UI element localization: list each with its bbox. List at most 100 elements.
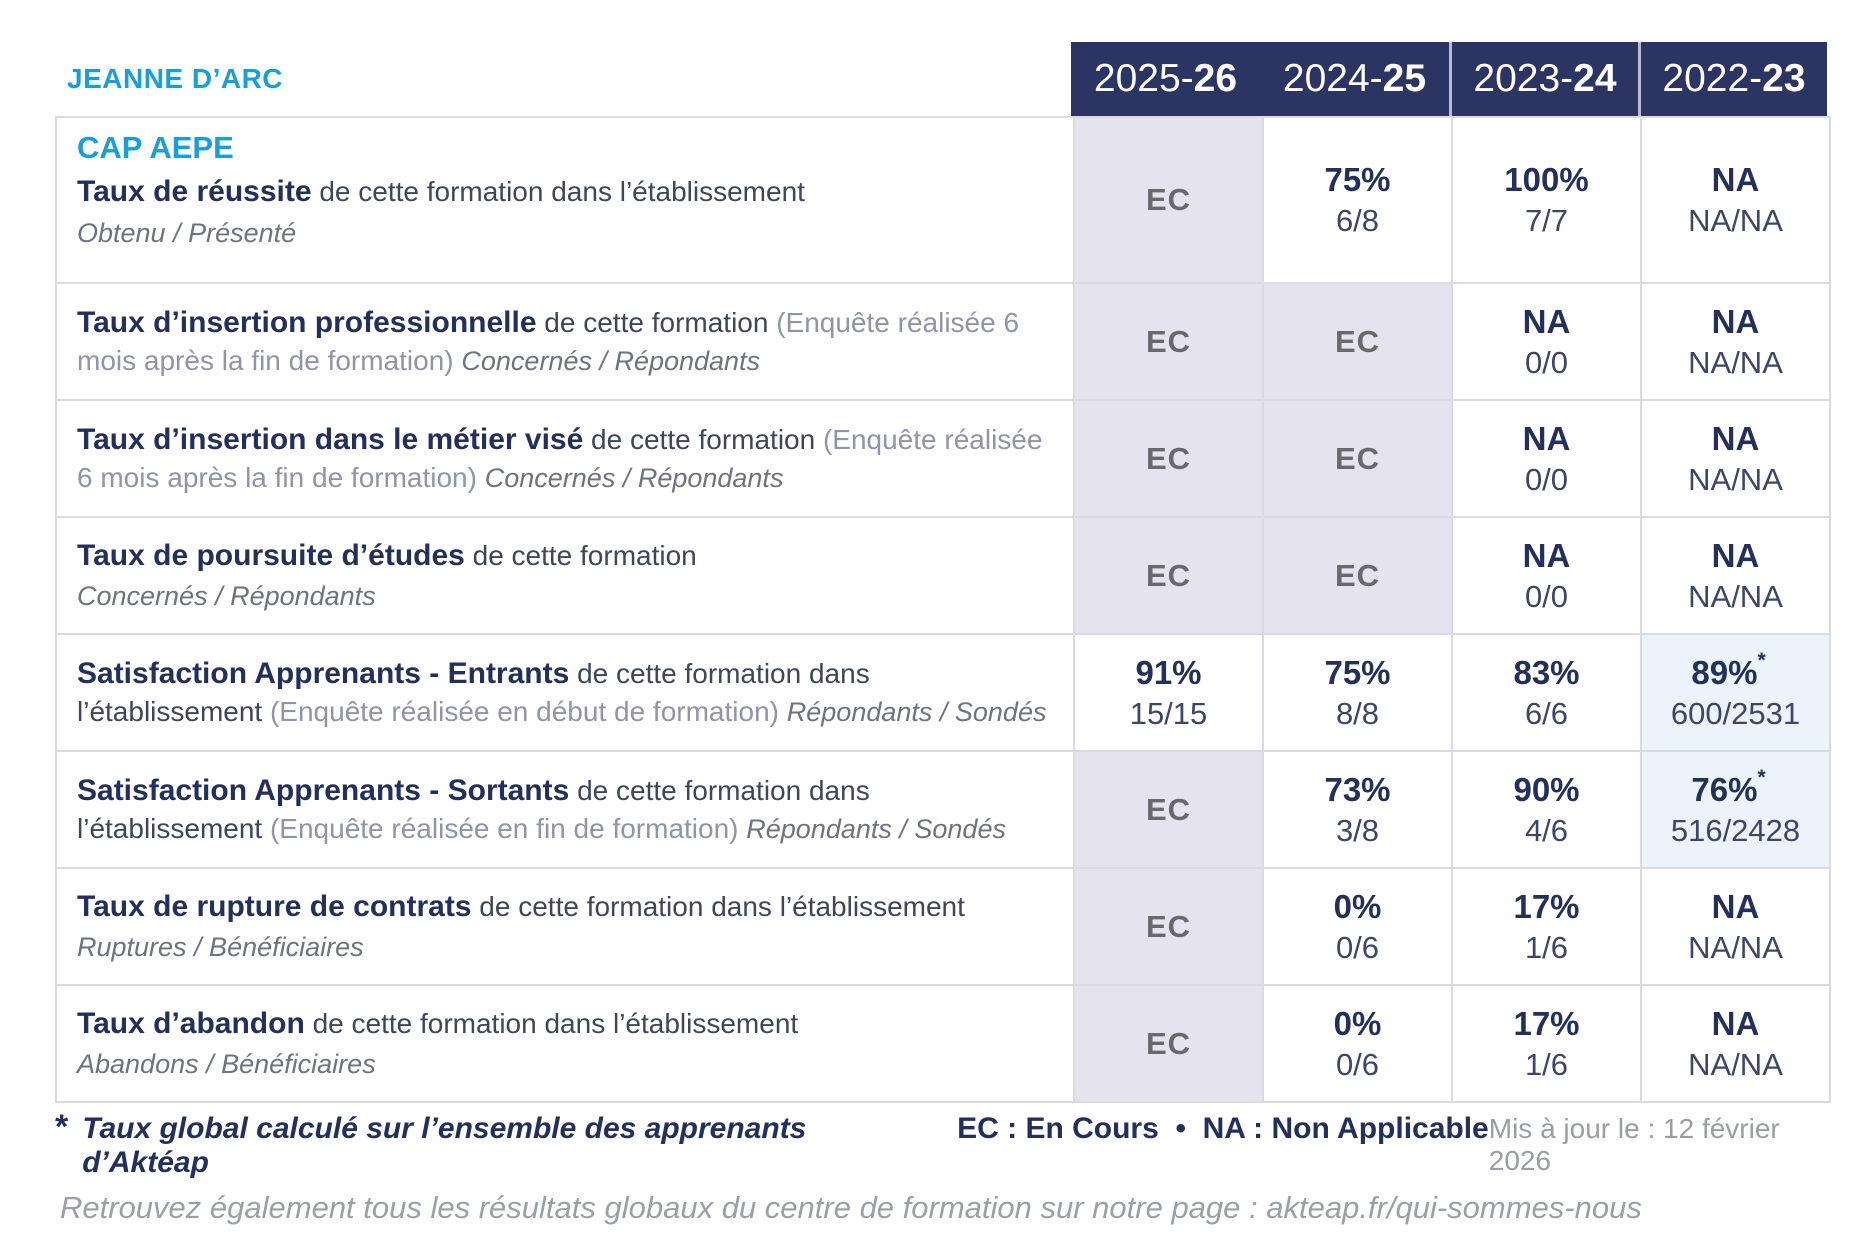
cell-value: 73% bbox=[1324, 771, 1390, 809]
cell-main: NA bbox=[1522, 419, 1571, 457]
table-row-insertion-metier-vise: Taux d’insertion dans le métier visé de … bbox=[55, 399, 1831, 516]
cell-fraction: 1/6 bbox=[1524, 1046, 1569, 1082]
cell-value: NA bbox=[1712, 537, 1760, 575]
row-label: Taux d’insertion dans le métier visé de … bbox=[57, 401, 1073, 516]
cell-value: 89% * bbox=[1691, 650, 1779, 692]
table-row-poursuite-etudes: Taux de poursuite d’études de cette form… bbox=[55, 516, 1831, 633]
metric-title: Taux d’insertion professionnelle bbox=[77, 306, 537, 340]
footnote-bar: * Taux global calculé sur l’ensemble des… bbox=[55, 1108, 1827, 1180]
cell-main: 75% bbox=[1324, 161, 1391, 198]
year-cell: 75% 8/8 bbox=[1262, 635, 1451, 750]
row-label: CAP AEPE Taux de réussite de cette forma… bbox=[57, 118, 1073, 282]
year-cell: NA NA/NA bbox=[1640, 518, 1829, 633]
year-cell: 0% 0/6 bbox=[1262, 986, 1451, 1101]
cell-value: NA bbox=[1523, 420, 1571, 458]
year-cell: NA NA/NA bbox=[1640, 284, 1829, 399]
table-header: JEANNE D’ARC 2025- 26 2024- 25 2023- 24 202… bbox=[55, 42, 1831, 116]
cell-main: EC bbox=[1145, 182, 1192, 217]
year-cell: 75% 6/8 bbox=[1262, 118, 1451, 282]
cell-value: 17% bbox=[1513, 1005, 1579, 1043]
metric-subtext: Ruptures / Bénéficiaires bbox=[77, 932, 364, 963]
metric-subtext: Concernés / Répondants bbox=[77, 581, 376, 612]
cell-value: EC bbox=[1146, 182, 1191, 218]
year-cell: NA NA/NA bbox=[1640, 869, 1829, 984]
cell-main: 91% bbox=[1135, 653, 1202, 691]
cell-value: EC bbox=[1146, 1026, 1191, 1062]
metric-desc: de cette formation dans l’établissement bbox=[77, 775, 870, 844]
table-row-taux-reussite: CAP AEPE Taux de réussite de cette forma… bbox=[55, 116, 1831, 282]
metric-note: (Enquête réalisée en début de formation) bbox=[269, 695, 787, 727]
cell-value: EC bbox=[1146, 441, 1191, 477]
metric-label: Taux de rupture de contrats de cette for… bbox=[77, 887, 1053, 966]
cell-value: NA bbox=[1712, 161, 1760, 199]
bottom-note: Retrouvez également tous les résultats g… bbox=[60, 1190, 1642, 1225]
year-header-2022-23: 2022- 23 bbox=[1638, 42, 1827, 116]
year-cell: EC bbox=[1262, 284, 1451, 399]
year-cell: EC bbox=[1073, 518, 1262, 633]
program-title: CAP AEPE bbox=[77, 130, 234, 165]
cell-value: 90% bbox=[1513, 771, 1579, 809]
cell-value: 83% bbox=[1513, 654, 1579, 692]
cell-fraction: 516/2428 bbox=[1670, 812, 1801, 848]
cell-main: NA bbox=[1711, 1004, 1760, 1042]
year-cell: EC bbox=[1262, 518, 1451, 633]
year-cell: 91% 15/15 bbox=[1073, 635, 1262, 750]
cell-main: EC bbox=[1145, 791, 1192, 827]
cell-main: NA bbox=[1711, 419, 1760, 457]
cell-main: EC bbox=[1145, 1025, 1192, 1061]
year-cell: 100% 7/7 bbox=[1451, 118, 1640, 282]
metric-note: (Enquête réalisée 6 mois après la fin de… bbox=[77, 424, 1043, 493]
year-suffix: 25 bbox=[1382, 57, 1427, 100]
year-cell: EC bbox=[1073, 284, 1262, 399]
metric-desc: de cette formation bbox=[583, 424, 823, 456]
cell-fraction: 8/8 bbox=[1335, 695, 1380, 731]
table-row-abandon: Taux d’abandon de cette formation dans l… bbox=[55, 984, 1831, 1101]
year-cell: NA 0/0 bbox=[1451, 284, 1640, 399]
cell-fraction: 6/8 bbox=[1335, 203, 1380, 238]
cell-fraction: NA/NA bbox=[1688, 203, 1783, 238]
row-label: Taux de rupture de contrats de cette for… bbox=[57, 869, 1073, 984]
cell-value: EC bbox=[1335, 558, 1380, 594]
cell-main: NA bbox=[1711, 536, 1760, 574]
cell-value: 0% bbox=[1334, 1005, 1382, 1043]
cell-main: 90% bbox=[1513, 770, 1580, 808]
cell-value: 100% bbox=[1504, 161, 1588, 199]
metric-title: Taux de poursuite d’études bbox=[77, 538, 465, 572]
cell-value: 17% bbox=[1513, 888, 1579, 926]
cell-main: NA bbox=[1711, 302, 1760, 340]
cell-fraction: 0/6 bbox=[1335, 929, 1380, 965]
metric-title: Satisfaction Apprenants - Entrants bbox=[77, 657, 570, 691]
metric-label: Taux de poursuite d’études de cette form… bbox=[77, 536, 1053, 615]
cell-fraction: 15/15 bbox=[1129, 695, 1208, 731]
year-header-2023-24: 2023- 24 bbox=[1449, 42, 1638, 116]
year-cell: EC bbox=[1073, 986, 1262, 1101]
metric-subtext: Concernés / Répondants bbox=[461, 345, 761, 376]
asterisk-marker: * bbox=[1757, 765, 1766, 789]
cell-main: 83% bbox=[1513, 653, 1580, 691]
row-label: Satisfaction Apprenants - Entrants de ce… bbox=[57, 635, 1073, 750]
year-cell: EC bbox=[1073, 118, 1262, 282]
year-cell: EC bbox=[1073, 869, 1262, 984]
year-cell: NA 0/0 bbox=[1451, 401, 1640, 516]
row-label: Taux d’abandon de cette formation dans l… bbox=[57, 986, 1073, 1101]
cell-fraction: NA/NA bbox=[1688, 344, 1783, 380]
cell-main: 17% bbox=[1513, 1004, 1580, 1042]
metric-desc: de cette formation dans l’établissement bbox=[304, 1007, 799, 1039]
cell-main: 75% bbox=[1324, 653, 1391, 691]
cell-value: NA bbox=[1712, 420, 1760, 458]
cell-main: EC bbox=[1334, 557, 1381, 593]
metric-desc: de cette formation bbox=[536, 307, 777, 339]
year-cell: NA NA/NA bbox=[1640, 401, 1829, 516]
metric-subtext: Répondants / Sondés bbox=[746, 813, 1006, 844]
year-prefix: 2024- bbox=[1282, 57, 1383, 100]
metric-title: Taux d’abandon bbox=[77, 1006, 305, 1040]
cell-value: NA bbox=[1712, 888, 1760, 926]
abbreviation-legend: EC : En Cours • NA : Non Applicable bbox=[957, 1112, 1489, 1145]
cell-value: NA bbox=[1523, 303, 1571, 341]
metric-label: Taux d’insertion dans le métier visé de … bbox=[77, 420, 1053, 497]
metric-desc: de cette formation dans l’établissement bbox=[77, 658, 870, 727]
cell-fraction: 0/0 bbox=[1524, 461, 1569, 497]
cell-main: EC bbox=[1145, 908, 1192, 944]
cell-fraction: NA/NA bbox=[1688, 578, 1783, 614]
